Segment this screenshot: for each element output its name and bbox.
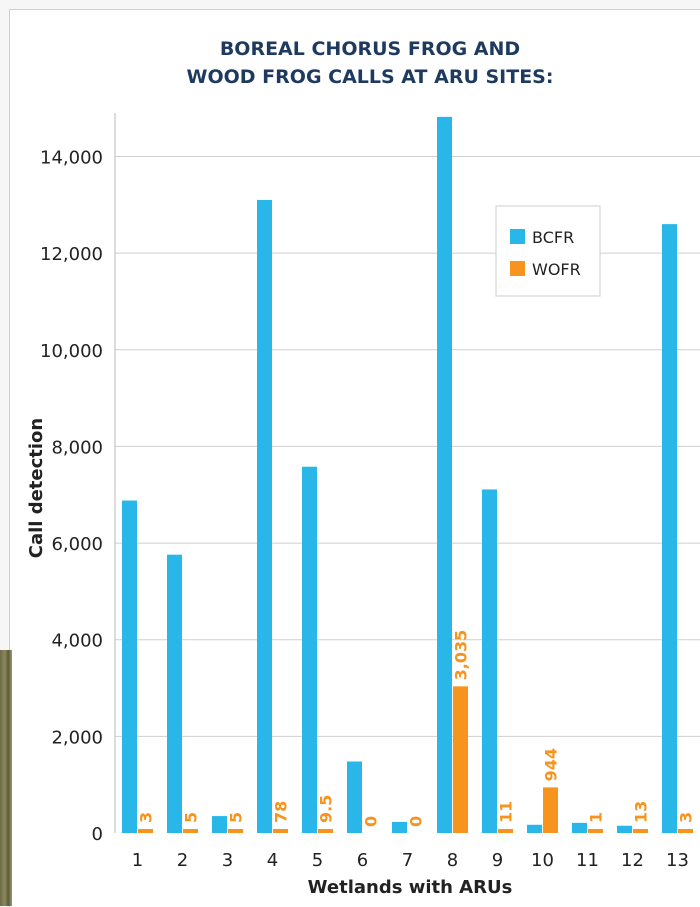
bar-bcfr <box>392 821 407 833</box>
bar-bcfr <box>617 825 632 833</box>
y-tick-label: 4,000 <box>51 631 103 652</box>
bar-bcfr <box>437 116 452 833</box>
x-tick-label: 12 <box>621 850 644 871</box>
bar-bcfr <box>212 816 227 833</box>
bar-wofr <box>633 829 648 833</box>
x-tick-label: 6 <box>357 850 368 871</box>
bar-wofr <box>453 686 468 833</box>
bar-bcfr <box>302 466 317 833</box>
bar-wofr <box>228 829 243 833</box>
gridlines <box>114 113 700 833</box>
data-label-wofr: 78 <box>272 801 291 823</box>
y-tick-label: 10,000 <box>40 341 103 362</box>
bar-bcfr <box>572 822 587 833</box>
legend: BCFR WOFR <box>495 205 601 297</box>
bar-bcfr <box>527 824 542 833</box>
data-label-wofr: 13 <box>632 801 651 823</box>
x-tick-label: 2 <box>177 850 188 871</box>
x-tick-label: 13 <box>666 850 689 871</box>
bar-bcfr <box>257 199 272 833</box>
data-label-wofr: 3,035 <box>452 630 471 681</box>
x-tick-label: 5 <box>312 850 323 871</box>
legend-swatch <box>510 229 525 244</box>
y-axis-ticks: 0 2,000 4,000 6,000 8,000 10,000 12,000 14,000 <box>40 147 103 845</box>
legend-box <box>495 205 601 297</box>
bar-wofr <box>318 829 333 833</box>
y-tick-label: 2,000 <box>51 727 103 748</box>
chart-title: BOREAL CHORUS FROG AND WOOD FROG CALLS A… <box>187 38 554 88</box>
y-tick-label: 6,000 <box>51 534 103 555</box>
data-label-wofr: 944 <box>542 748 561 781</box>
y-tick-label: 14,000 <box>40 147 103 168</box>
y-tick-label: 0 <box>92 824 103 845</box>
legend-swatch <box>510 261 525 276</box>
y-axis-title: Call detection <box>26 418 47 559</box>
bar-bcfr <box>482 489 497 833</box>
x-axis-title: Wetlands with ARUs <box>308 877 513 898</box>
y-tick-label: 12,000 <box>40 244 103 265</box>
bar-wofr <box>543 787 558 833</box>
x-tick-label: 4 <box>267 850 278 871</box>
data-label-wofr: 5 <box>227 812 246 823</box>
x-tick-label: 10 <box>531 850 554 871</box>
x-tick-label: 11 <box>576 850 599 871</box>
background-photo-strip <box>0 650 12 906</box>
data-label-wofr: 3 <box>677 812 696 823</box>
bar-wofr <box>588 829 603 833</box>
data-label-wofr: 9.5 <box>317 795 336 823</box>
bar-wofr <box>273 829 288 833</box>
y-tick-label: 8,000 <box>51 437 103 458</box>
bar-bcfr <box>347 761 362 833</box>
bar-wofr <box>678 829 693 833</box>
bar-bcfr <box>167 554 182 833</box>
data-labels: 3 5 5 78 9.5 0 0 3,035 11 944 1 13 3 <box>137 630 696 827</box>
bar-wofr <box>498 829 513 833</box>
data-label-wofr: 0 <box>407 816 426 827</box>
bar-wofr <box>183 829 198 833</box>
data-label-wofr: 3 <box>137 812 156 823</box>
bar-bcfr <box>122 500 137 833</box>
x-tick-label: 1 <box>132 850 143 871</box>
x-tick-label: 9 <box>492 850 503 871</box>
legend-label: WOFR <box>532 260 581 279</box>
data-label-wofr: 0 <box>362 816 381 827</box>
legend-label: BCFR <box>532 228 574 247</box>
x-tick-label: 7 <box>402 850 413 871</box>
bar-bcfr <box>662 224 677 834</box>
data-label-wofr: 1 <box>587 812 606 823</box>
data-label-wofr: 11 <box>497 801 516 823</box>
bar-wofr <box>138 829 153 833</box>
x-axis-ticks: 1 2 3 4 5 6 7 8 9 10 11 12 13 <box>132 850 689 871</box>
data-label-wofr: 5 <box>182 812 201 823</box>
chart-title-line-2: WOOD FROG CALLS AT ARU SITES: <box>187 66 554 88</box>
bars <box>122 116 693 834</box>
chart-title-line-1: BOREAL CHORUS FROG AND <box>220 38 520 60</box>
x-tick-label: 8 <box>447 850 458 871</box>
x-tick-label: 3 <box>222 850 233 871</box>
